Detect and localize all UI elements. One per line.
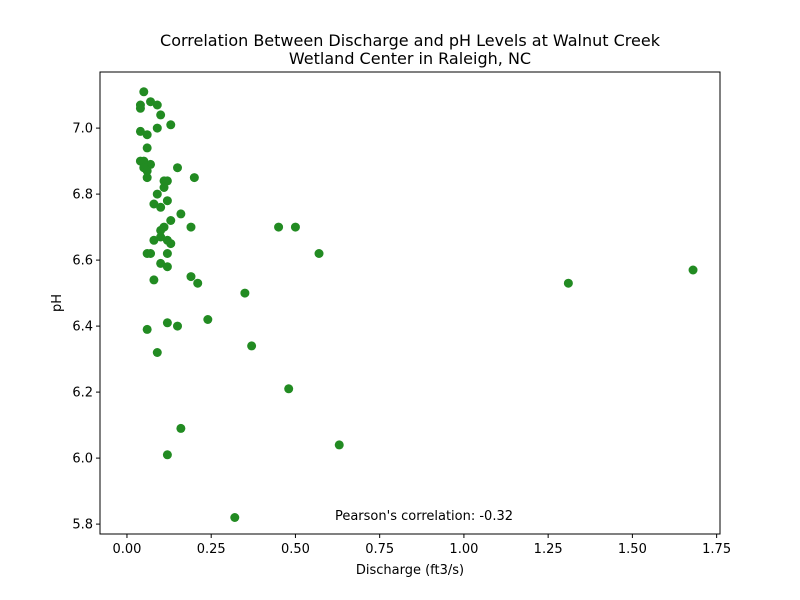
data-point <box>152 123 162 133</box>
y-axis-label: pH <box>50 294 65 312</box>
data-point <box>688 265 698 275</box>
data-point <box>193 278 203 288</box>
data-point <box>162 318 172 328</box>
data-point <box>186 222 196 232</box>
data-point <box>142 143 152 153</box>
data-point <box>274 222 284 232</box>
data-point <box>162 196 172 206</box>
data-point <box>149 275 159 285</box>
data-point <box>166 120 176 130</box>
data-point <box>142 130 152 140</box>
x-axis-label: Discharge (ft3/s) <box>356 563 464 578</box>
data-point <box>173 163 182 173</box>
data-point <box>162 262 172 272</box>
data-point <box>162 450 172 460</box>
x-tick-label: 1.25 <box>534 542 563 557</box>
data-point <box>173 321 182 331</box>
x-axis-ticks: 0.00 0.25 0.50 0.75 1.00 1.25 1.50 1.75 <box>112 534 731 557</box>
data-point <box>156 110 166 120</box>
x-tick-label: 0.00 <box>112 542 141 557</box>
data-point <box>142 166 152 176</box>
data-point <box>156 225 166 235</box>
x-tick-label: 1.50 <box>618 542 647 557</box>
y-axis-ticks: 5.8 6.0 6.2 6.4 6.6 6.8 7.0 <box>72 122 100 533</box>
pearson-correlation-annotation: Pearson's correlation: -0.32 <box>335 509 513 524</box>
data-point <box>139 156 149 166</box>
data-point <box>563 278 573 288</box>
data-point <box>142 173 152 183</box>
data-point <box>284 384 294 394</box>
data-point <box>152 100 162 110</box>
y-tick-label: 7.0 <box>72 122 93 137</box>
data-point <box>314 249 324 258</box>
y-tick-label: 6.8 <box>72 188 93 203</box>
data-point <box>186 272 196 282</box>
data-point <box>176 423 186 433</box>
x-tick-label: 0.50 <box>281 542 310 557</box>
data-point <box>203 315 213 324</box>
data-point <box>230 513 240 522</box>
data-point <box>162 249 172 258</box>
data-points <box>135 87 698 522</box>
data-point <box>152 348 162 357</box>
data-point <box>334 440 344 450</box>
data-point <box>159 183 169 192</box>
y-tick-label: 5.8 <box>72 518 93 533</box>
y-tick-label: 6.0 <box>72 452 93 467</box>
x-tick-label: 0.75 <box>365 542 394 557</box>
data-point <box>149 199 159 209</box>
data-point <box>166 239 176 249</box>
data-point <box>247 341 257 351</box>
data-point <box>135 126 145 136</box>
y-tick-label: 6.4 <box>72 320 93 335</box>
data-point <box>156 232 166 242</box>
data-point <box>149 235 159 245</box>
y-tick-label: 6.2 <box>72 386 93 401</box>
x-tick-label: 1.75 <box>702 542 731 557</box>
data-point <box>189 173 199 183</box>
data-point <box>290 222 300 232</box>
data-point <box>156 202 166 212</box>
data-point <box>176 209 186 219</box>
data-point <box>146 249 156 258</box>
data-point <box>240 288 250 298</box>
x-tick-label: 0.25 <box>197 542 226 557</box>
chart-title-line-2: Wetland Center in Raleigh, NC <box>289 49 531 68</box>
data-point <box>156 258 166 268</box>
x-tick-label: 1.00 <box>449 542 478 557</box>
data-point <box>135 103 145 113</box>
y-tick-label: 6.6 <box>72 254 93 269</box>
data-point <box>142 324 152 334</box>
chart-title-line-1: Correlation Between Discharge and pH Lev… <box>160 31 661 50</box>
plot-area-frame <box>99 71 721 535</box>
data-point <box>152 189 162 199</box>
data-point <box>146 97 156 107</box>
data-point <box>166 216 176 225</box>
data-point <box>139 87 149 97</box>
